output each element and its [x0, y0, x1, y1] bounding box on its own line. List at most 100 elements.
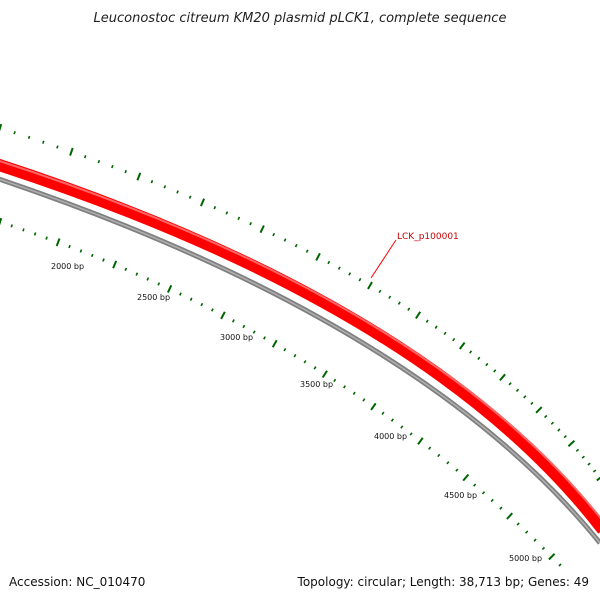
inner-tick-major: [462, 473, 470, 482]
outer-tick-minor: [477, 356, 481, 360]
outer-tick-minor: [188, 195, 192, 199]
inner-tick-minor: [525, 530, 529, 534]
inner-tick-minor: [79, 249, 83, 253]
outer-tick-minor: [283, 238, 287, 242]
outer-tick-minor: [544, 414, 548, 419]
outer-tick-minor: [592, 469, 597, 473]
inner-tick-minor: [263, 336, 266, 340]
outer-tick-minor: [563, 435, 567, 439]
outer-tick-major: [367, 281, 373, 290]
outer-tick-minor: [581, 455, 585, 459]
inner-tick-minor: [428, 446, 432, 450]
inner-tick-minor: [179, 292, 182, 296]
scale-label-2000: 2000 bp: [51, 262, 84, 271]
inner-tick-minor: [541, 546, 546, 550]
outer-tick-minor: [434, 325, 438, 329]
inner-tick-minor: [33, 232, 37, 236]
outer-tick-major: [499, 373, 506, 382]
outer-tick-minor: [97, 159, 101, 164]
outer-tick-minor: [150, 180, 154, 184]
gene-label[interactable]: LCK_p100001: [397, 232, 459, 242]
accession-text: Accession: NC_010470: [9, 575, 145, 589]
outer-tick-major: [199, 198, 206, 207]
backbone-ring: [0, 176, 600, 545]
inner-tick-minor: [242, 324, 246, 329]
outer-tick-minor: [557, 428, 561, 432]
outer-tick-major: [69, 147, 74, 156]
outer-tick-major: [567, 440, 576, 447]
gene-arc-lck-p100001[interactable]: [0, 158, 600, 534]
inner-tick-minor: [446, 461, 450, 465]
gene-label-leader: [370, 239, 397, 279]
outer-tick-minor: [27, 135, 31, 140]
inner-tick-minor: [516, 522, 520, 526]
inner-tick-minor: [533, 538, 537, 542]
outer-tick-major: [259, 225, 265, 234]
inner-tick-minor: [22, 228, 25, 232]
outer-tick-minor: [378, 289, 382, 294]
outer-tick-minor: [327, 260, 331, 265]
outer-tick-minor: [56, 145, 59, 149]
outer-tick-minor: [348, 272, 352, 276]
outer-tick-minor: [575, 448, 580, 452]
inner-tick-minor: [481, 491, 486, 495]
outer-tick-minor: [294, 243, 298, 248]
inner-tick-minor: [400, 425, 404, 429]
outer-tick-major: [415, 311, 422, 320]
outer-tick-minor: [358, 278, 362, 282]
inner-tick-minor: [343, 385, 346, 389]
inner-tick-major: [370, 402, 377, 411]
outer-tick-minor: [42, 140, 45, 144]
inner-tick-minor: [124, 267, 128, 272]
scale-label-4500: 4500 bp: [444, 491, 477, 500]
inner-tick-minor: [283, 348, 287, 352]
inner-tick-major: [321, 370, 328, 379]
inner-tick-minor: [437, 453, 441, 458]
inner-tick-major: [0, 217, 3, 226]
outer-tick-minor: [225, 211, 229, 215]
outer-tick-minor: [337, 266, 341, 270]
outer-tick-minor: [176, 190, 179, 194]
inner-tick-major: [271, 339, 278, 348]
inner-tick-minor: [390, 418, 394, 422]
inner-tick-minor: [189, 297, 193, 301]
outer-tick-minor: [485, 362, 489, 367]
summary-text: Topology: circular; Length: 38,713 bp; G…: [297, 575, 589, 589]
gene-arc-highlight: [0, 160, 600, 520]
outer-tick-minor: [213, 205, 217, 210]
outer-tick-minor: [469, 350, 473, 354]
outer-tick-minor: [124, 169, 127, 174]
inner-tick-minor: [455, 468, 459, 472]
inner-tick-major: [112, 260, 118, 269]
outer-tick-minor: [13, 131, 16, 135]
outer-tick-minor: [530, 401, 534, 405]
outer-tick-minor: [388, 295, 392, 299]
scale-label-3000: 3000 bp: [220, 333, 253, 342]
outer-tick-major: [535, 406, 543, 414]
inner-tick-minor: [293, 354, 297, 358]
outer-tick-minor: [443, 331, 447, 336]
inner-tick-minor: [90, 253, 94, 258]
inner-tick-minor: [102, 258, 105, 262]
inner-tick-major: [55, 238, 61, 247]
inner-tick-minor: [135, 272, 139, 276]
scale-label-4000: 4000 bp: [374, 432, 407, 441]
outer-tick-major: [315, 252, 321, 261]
inner-tick-minor: [252, 330, 256, 334]
inner-tick-minor: [157, 282, 161, 286]
inner-tick-major: [548, 553, 556, 561]
inner-tick-minor: [409, 432, 413, 436]
outer-tick-minor: [272, 232, 276, 237]
inner-tick-minor: [200, 302, 204, 307]
inner-tick-minor: [558, 563, 562, 567]
inner-tick-minor: [499, 506, 503, 510]
inner-tick-minor: [146, 277, 150, 281]
inner-tick-major: [220, 311, 226, 320]
inner-tick-major: [506, 512, 514, 520]
inner-tick-major: [166, 284, 173, 294]
outer-tick-minor: [508, 382, 512, 386]
outer-tick-minor: [83, 155, 87, 159]
inner-tick-minor: [473, 483, 477, 487]
scale-label-5000: 5000 bp: [509, 554, 542, 563]
